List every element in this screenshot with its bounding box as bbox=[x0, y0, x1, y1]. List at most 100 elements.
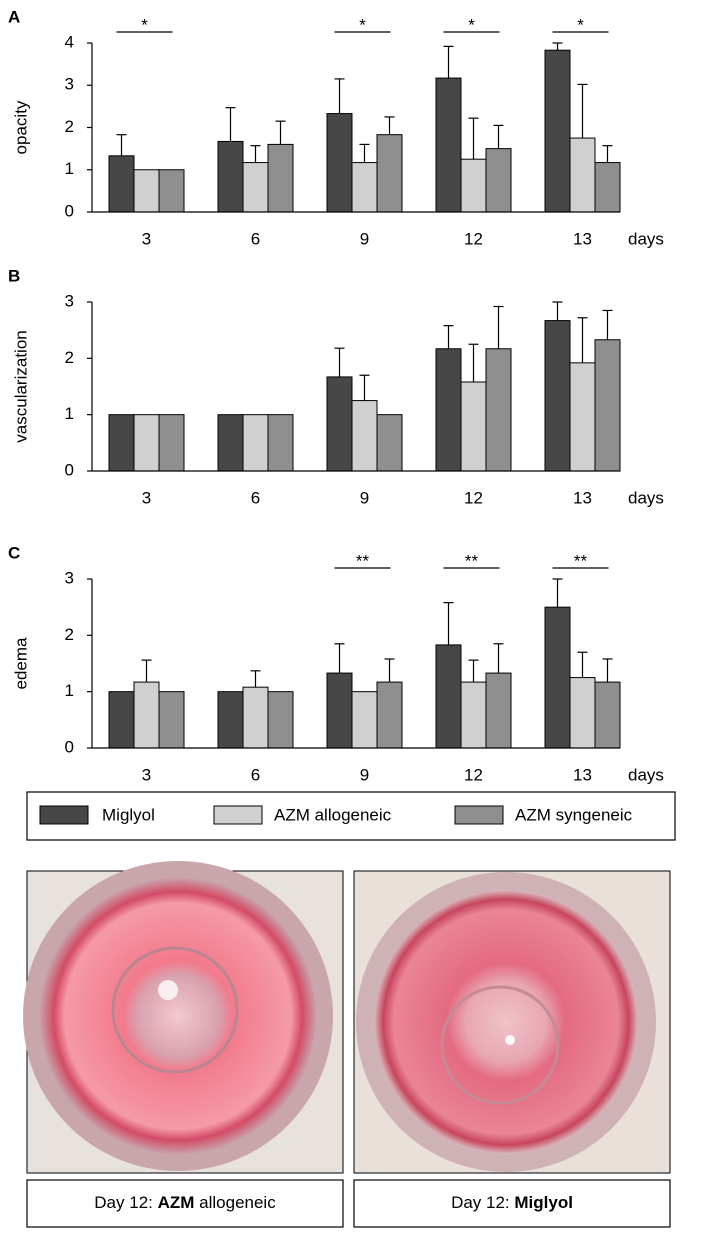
bar bbox=[133, 169, 160, 213]
caption-box bbox=[353, 1179, 671, 1228]
x-tick-label: 12 bbox=[464, 765, 483, 784]
bar bbox=[460, 158, 487, 213]
bar bbox=[108, 414, 135, 472]
graft bbox=[111, 946, 239, 1074]
bar bbox=[435, 348, 462, 472]
highlight bbox=[505, 1035, 515, 1045]
y-tick-label: 2 bbox=[65, 117, 74, 136]
bar bbox=[544, 606, 571, 749]
y-tick-label: 2 bbox=[65, 348, 74, 367]
y-tick-label: 2 bbox=[65, 625, 74, 644]
bar bbox=[485, 348, 512, 472]
bar bbox=[594, 681, 621, 749]
highlight bbox=[158, 980, 178, 1000]
caption: Day 12: Miglyol bbox=[451, 1193, 573, 1212]
bar bbox=[460, 381, 487, 472]
x-axis-label: days bbox=[628, 488, 664, 507]
x-tick-label: 9 bbox=[360, 488, 369, 507]
legend-swatch bbox=[213, 805, 263, 825]
bar bbox=[158, 169, 185, 213]
y-tick-label: 1 bbox=[65, 404, 74, 423]
bar bbox=[217, 140, 244, 213]
bar bbox=[569, 362, 596, 472]
legend-box bbox=[26, 791, 676, 841]
y-tick-label: 0 bbox=[65, 460, 74, 479]
y-tick-label: 0 bbox=[65, 201, 74, 220]
significance-label: * bbox=[141, 15, 148, 34]
bar bbox=[267, 143, 294, 213]
significance-label: ** bbox=[356, 551, 370, 570]
bar bbox=[594, 162, 621, 213]
bar bbox=[569, 137, 596, 213]
legend-swatch bbox=[454, 805, 504, 825]
x-axis-label: days bbox=[628, 229, 664, 248]
bar bbox=[435, 77, 462, 213]
significance-label: * bbox=[577, 15, 584, 34]
caption-box bbox=[26, 1179, 344, 1228]
photo-right bbox=[353, 870, 671, 1174]
legend-label: AZM allogeneic bbox=[274, 805, 392, 824]
x-tick-label: 9 bbox=[360, 765, 369, 784]
graft bbox=[440, 985, 560, 1105]
bar bbox=[267, 414, 294, 472]
y-tick-label: 3 bbox=[65, 291, 74, 310]
caption-text: allogeneic bbox=[194, 1193, 276, 1212]
y-axis-label: edema bbox=[11, 637, 30, 690]
y-tick-label: 1 bbox=[65, 159, 74, 178]
legend: Miglyol AZM allogeneic AZM syngeneic bbox=[26, 791, 676, 841]
caption-bold: Miglyol bbox=[514, 1193, 573, 1212]
bar bbox=[242, 162, 269, 213]
bar bbox=[133, 681, 160, 749]
x-tick-label: 6 bbox=[251, 488, 260, 507]
bar bbox=[108, 155, 135, 213]
bar bbox=[351, 400, 378, 472]
bar bbox=[217, 414, 244, 472]
bar bbox=[460, 681, 487, 749]
bar bbox=[242, 686, 269, 749]
y-axis-label: vascularization bbox=[11, 330, 30, 442]
x-tick-label: 9 bbox=[360, 229, 369, 248]
significance-label: ** bbox=[574, 551, 588, 570]
x-tick-label: 12 bbox=[464, 488, 483, 507]
photo-left bbox=[23, 861, 344, 1174]
bar bbox=[376, 414, 403, 472]
bar bbox=[485, 148, 512, 213]
x-tick-label: 13 bbox=[573, 488, 592, 507]
bar bbox=[351, 162, 378, 213]
y-tick-label: 4 bbox=[65, 32, 74, 51]
panel-label: C bbox=[8, 543, 20, 562]
significance-label: * bbox=[359, 15, 366, 34]
eye bbox=[40, 878, 316, 1154]
significance-label: ** bbox=[465, 551, 479, 570]
legend-label: AZM syngeneic bbox=[515, 805, 633, 824]
bar bbox=[326, 376, 353, 472]
x-tick-label: 3 bbox=[142, 229, 151, 248]
bar bbox=[485, 672, 512, 749]
bar bbox=[544, 320, 571, 472]
bar bbox=[435, 644, 462, 749]
significance-label: * bbox=[468, 15, 475, 34]
caption-bold: AZM bbox=[158, 1193, 195, 1212]
y-axis-label: opacity bbox=[11, 100, 30, 154]
bar bbox=[108, 691, 135, 749]
panel-label: B bbox=[8, 266, 20, 285]
bar bbox=[267, 691, 294, 749]
bar bbox=[351, 691, 378, 749]
x-tick-label: 13 bbox=[573, 229, 592, 248]
bar bbox=[133, 414, 160, 472]
bar bbox=[217, 691, 244, 749]
y-tick-label: 3 bbox=[65, 75, 74, 94]
y-tick-label: 3 bbox=[65, 568, 74, 587]
x-tick-label: 12 bbox=[464, 229, 483, 248]
x-tick-label: 6 bbox=[251, 765, 260, 784]
bar bbox=[158, 414, 185, 472]
bar bbox=[326, 672, 353, 749]
legend-items: Miglyol AZM allogeneic AZM syngeneic bbox=[39, 805, 633, 825]
legend-label: Miglyol bbox=[102, 805, 155, 824]
legend-swatch bbox=[39, 805, 89, 825]
